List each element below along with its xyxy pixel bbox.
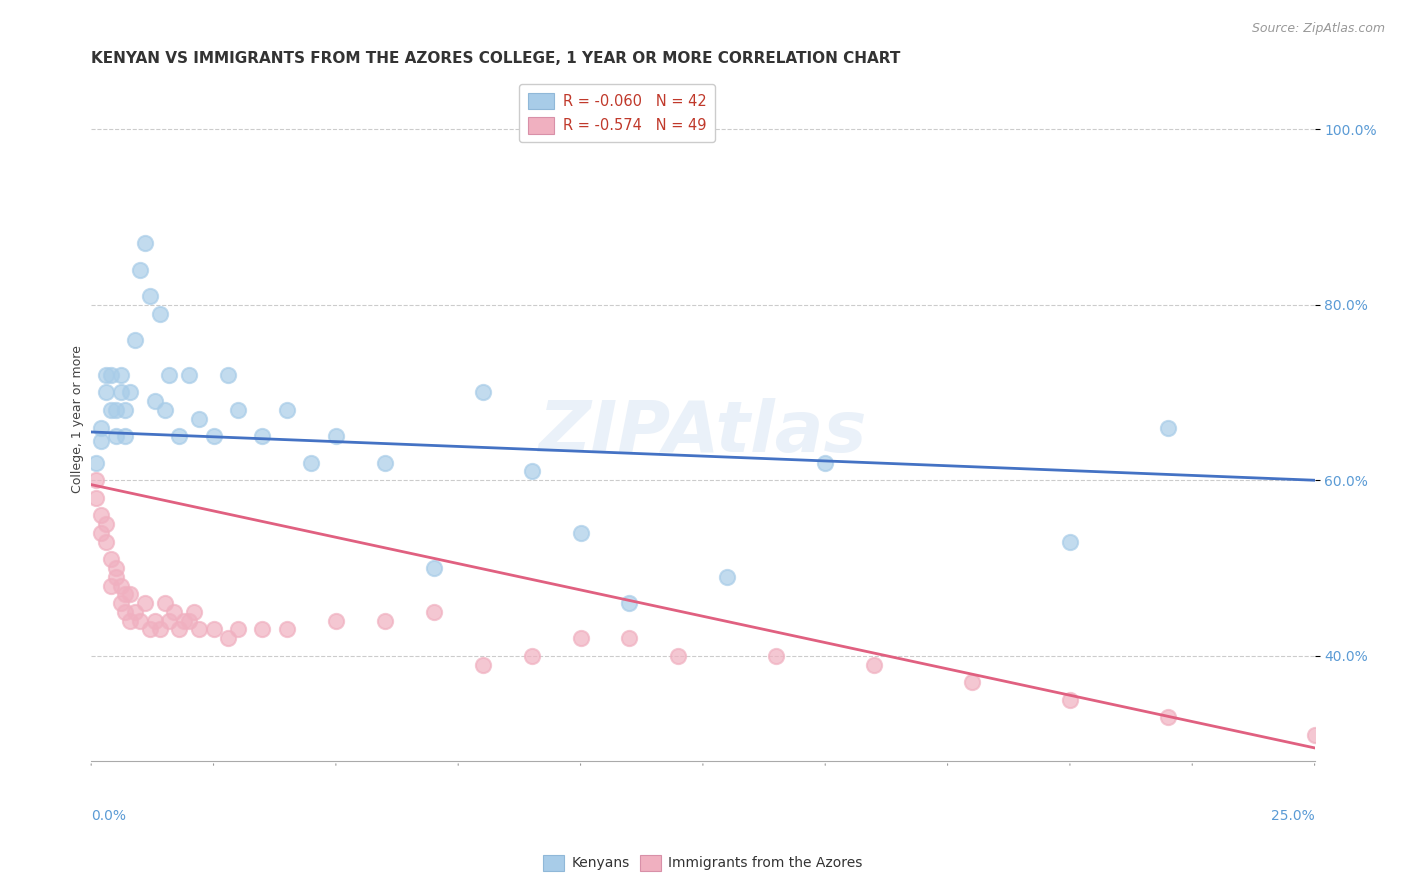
Point [217,631,239,645]
Point [104,570,127,584]
Point [471,385,494,400]
Point [159,368,181,382]
Point [110,578,132,592]
Point [84,456,107,470]
Point [202,623,225,637]
Point [863,657,886,672]
Point [149,623,172,637]
Point [114,403,136,417]
Point [159,614,181,628]
Point [110,368,132,382]
Y-axis label: College, 1 year or more: College, 1 year or more [72,345,84,492]
Point [520,648,543,663]
Point [1157,710,1180,724]
Point [187,412,209,426]
Point [276,623,298,637]
Point [814,456,837,470]
Point [129,262,152,277]
Point [104,561,127,575]
Point [153,596,176,610]
Point [124,333,146,347]
Point [765,648,787,663]
Point [668,648,690,663]
Point [94,368,117,382]
Point [173,614,195,628]
Point [1059,692,1081,706]
Point [374,456,396,470]
Legend: Kenyans, Immigrants from the Azores: Kenyans, Immigrants from the Azores [538,849,868,876]
Point [226,623,249,637]
Legend: R = -0.060   N = 42, R = -0.574   N = 49: R = -0.060 N = 42, R = -0.574 N = 49 [519,84,716,143]
Point [177,368,200,382]
Point [177,614,200,628]
Point [114,429,136,443]
Point [94,517,117,532]
Point [143,614,166,628]
Point [114,587,136,601]
Point [100,552,122,566]
Point [187,623,209,637]
Point [129,614,152,628]
Point [143,394,166,409]
Point [520,465,543,479]
Point [84,473,107,487]
Point [104,429,127,443]
Point [325,614,347,628]
Point [134,596,156,610]
Point [120,385,142,400]
Point [183,605,205,619]
Point [374,614,396,628]
Point [90,508,112,523]
Point [90,434,112,448]
Text: KENYAN VS IMMIGRANTS FROM THE AZORES COLLEGE, 1 YEAR OR MORE CORRELATION CHART: KENYAN VS IMMIGRANTS FROM THE AZORES COL… [91,51,901,66]
Point [619,596,641,610]
Point [120,587,142,601]
Point [1157,420,1180,434]
Point [100,368,122,382]
Point [134,236,156,251]
Text: 0.0%: 0.0% [91,809,127,823]
Point [202,429,225,443]
Point [325,429,347,443]
Point [149,306,172,320]
Point [569,525,592,540]
Point [100,403,122,417]
Point [94,534,117,549]
Point [139,623,162,637]
Point [1303,728,1326,742]
Text: ZIPAtlas: ZIPAtlas [538,398,868,467]
Point [163,605,186,619]
Point [422,605,444,619]
Point [90,525,112,540]
Point [619,631,641,645]
Point [110,385,132,400]
Point [169,623,191,637]
Point [124,605,146,619]
Point [276,403,298,417]
Point [169,429,191,443]
Point [569,631,592,645]
Point [471,657,494,672]
Point [226,403,249,417]
Point [1059,534,1081,549]
Text: Source: ZipAtlas.com: Source: ZipAtlas.com [1251,22,1385,36]
Point [252,623,274,637]
Point [120,614,142,628]
Point [90,420,112,434]
Point [960,675,983,690]
Point [153,403,176,417]
Point [217,368,239,382]
Point [139,289,162,303]
Point [110,596,132,610]
Point [252,429,274,443]
Point [84,491,107,505]
Point [299,456,322,470]
Point [716,570,738,584]
Point [94,385,117,400]
Text: 25.0%: 25.0% [1271,809,1315,823]
Point [100,578,122,592]
Point [422,561,444,575]
Point [104,403,127,417]
Point [114,605,136,619]
